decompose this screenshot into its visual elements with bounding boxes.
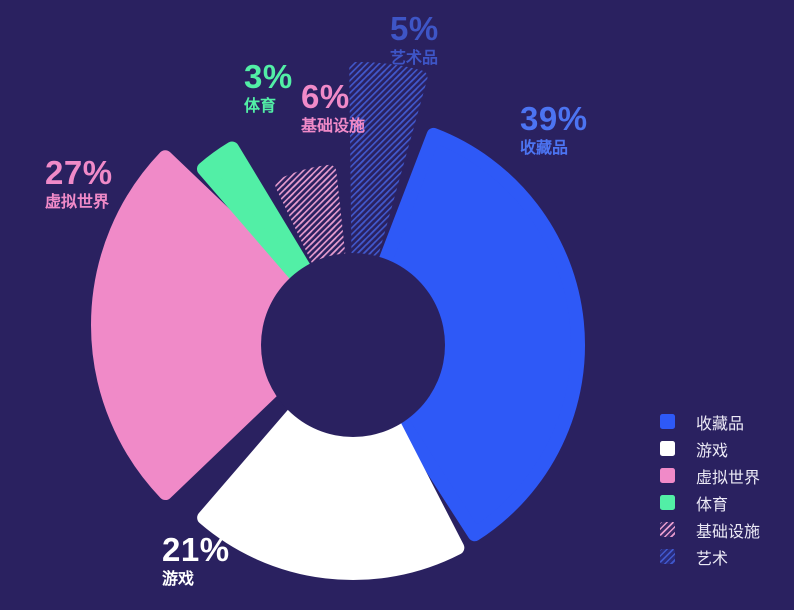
slice-games — [197, 338, 465, 580]
callout-collectibles-label: 收藏品 — [520, 140, 569, 157]
callout-sports-label: 体育 — [244, 98, 277, 115]
legend-label-art: 艺术 — [696, 550, 729, 568]
legend-label-games: 游戏 — [696, 442, 729, 460]
callout-virtual-worlds: 27% 虚拟世界 — [45, 156, 113, 211]
callout-games-percent: 21% — [162, 531, 230, 568]
callout-infrastructure-label: 基础设施 — [301, 118, 366, 135]
callout-art: 5% 艺术品 — [390, 12, 439, 67]
legend-label-infrastructure: 基础设施 — [696, 523, 761, 541]
legend-label-virtual-worlds: 虚拟世界 — [696, 469, 761, 487]
callout-games: 21% 游戏 — [162, 533, 230, 588]
legend-item-games: 游戏 — [660, 435, 760, 462]
legend-label-collectibles: 收藏品 — [696, 415, 745, 433]
callout-sports-percent: 3% — [244, 58, 293, 95]
legend-item-sports: 体育 — [660, 489, 760, 516]
legend-swatch-sports — [660, 495, 675, 510]
legend-item-collectibles: 收藏品 — [660, 408, 760, 435]
legend-swatch-collectibles — [660, 414, 675, 429]
legend-item-art: 艺术 — [660, 543, 760, 570]
chart-legend: 收藏品 游戏 虚拟世界 体育 基础设施 艺术 — [660, 408, 760, 570]
callout-infrastructure-percent: 6% — [301, 78, 350, 115]
legend-item-infrastructure: 基础设施 — [660, 516, 760, 543]
callout-collectibles: 39% 收藏品 — [520, 102, 588, 157]
callout-games-label: 游戏 — [162, 571, 195, 588]
callout-collectibles-percent: 39% — [520, 100, 588, 137]
donut-hole — [261, 253, 445, 437]
callout-virtual-worlds-label: 虚拟世界 — [45, 194, 110, 211]
slice-collectibles — [346, 127, 585, 542]
legend-item-virtual-worlds: 虚拟世界 — [660, 462, 760, 489]
legend-swatch-infrastructure — [660, 522, 675, 537]
slice-virtual-worlds — [91, 150, 348, 501]
slice-art — [349, 62, 428, 306]
legend-swatch-art — [660, 549, 675, 564]
callout-virtual-worlds-percent: 27% — [45, 154, 113, 191]
legend-swatch-games — [660, 441, 675, 456]
callout-infrastructure: 6% 基础设施 — [301, 80, 365, 135]
legend-swatch-virtual-worlds — [660, 468, 675, 483]
callout-art-label: 艺术品 — [390, 50, 439, 67]
callout-art-percent: 5% — [390, 10, 439, 47]
legend-label-sports: 体育 — [696, 496, 729, 514]
callout-sports: 3% 体育 — [244, 60, 293, 115]
